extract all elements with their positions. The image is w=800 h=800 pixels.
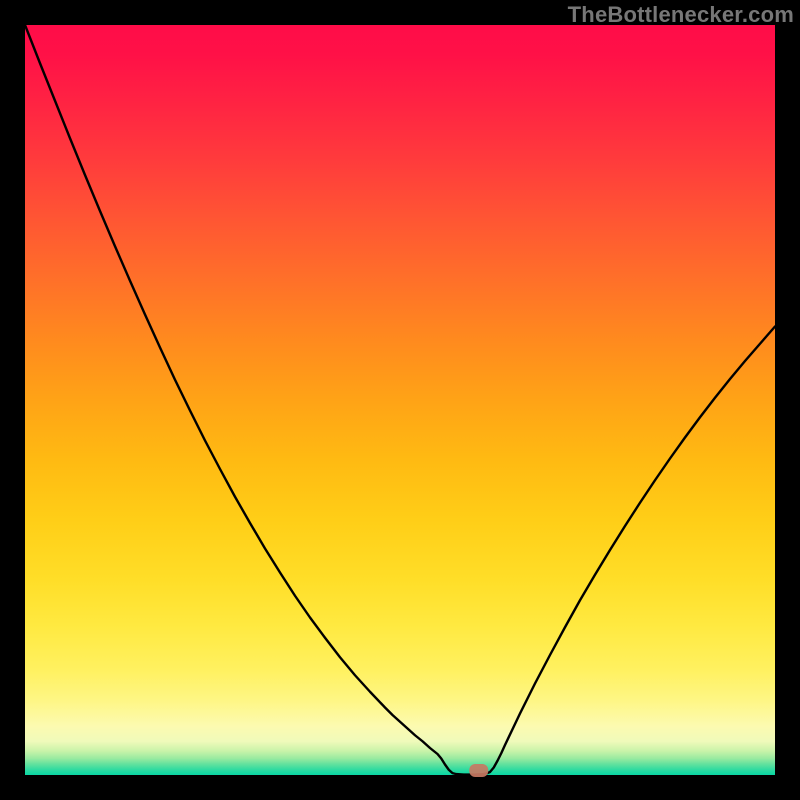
watermark-text: TheBottlenecker.com <box>568 2 794 28</box>
chart-background <box>25 25 775 775</box>
chart-container: { "watermark": { "text": "TheBottlenecke… <box>0 0 800 800</box>
bottleneck-chart <box>0 0 800 800</box>
optimum-marker <box>469 764 488 777</box>
